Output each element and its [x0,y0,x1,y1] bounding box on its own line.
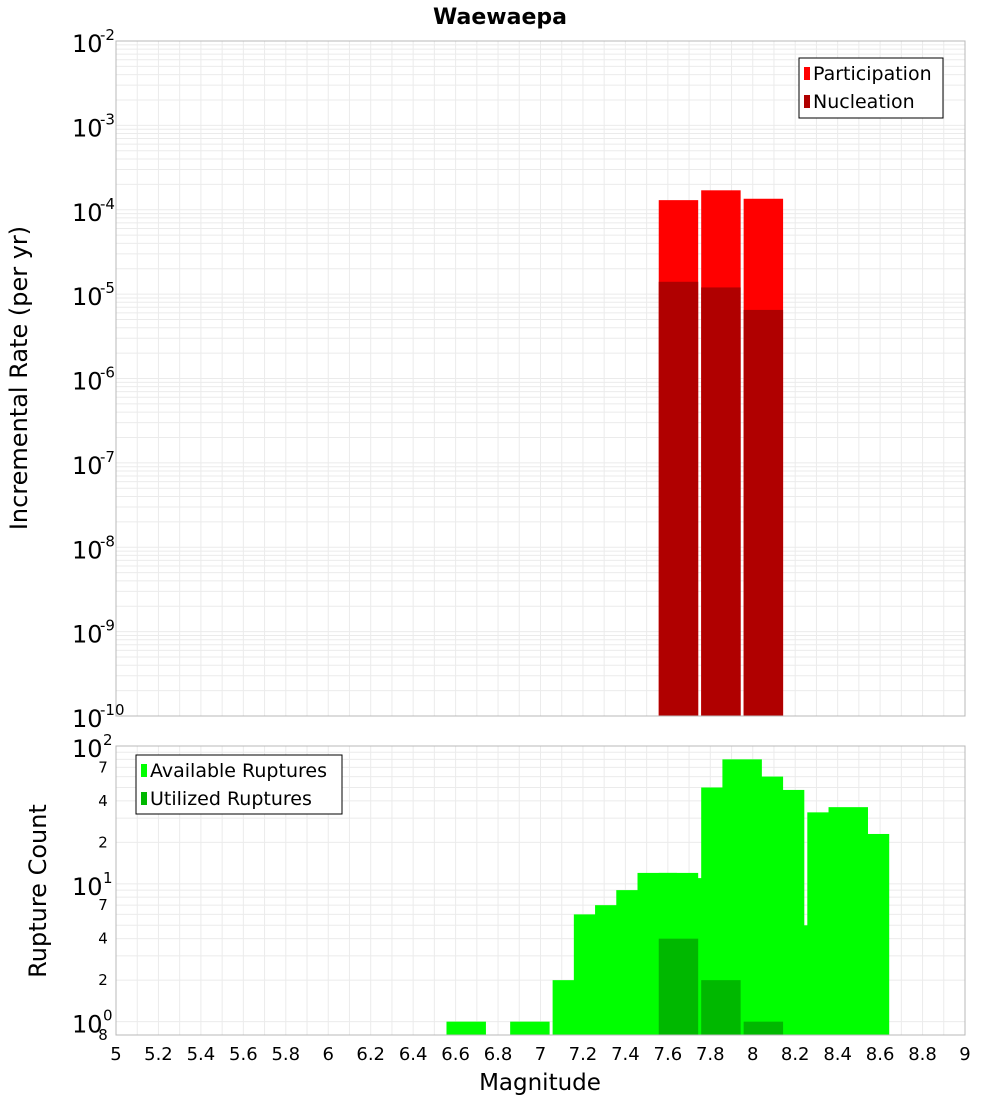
x-tick-label: 6.8 [484,1044,513,1065]
top-plot-grid [115,41,966,717]
legend-entry: Nucleation [813,91,915,113]
x-tick-label: 7.8 [696,1044,725,1065]
bar-available-ruptures-1 [510,1021,550,1035]
top-plot-frame [115,40,966,717]
y-tick-label: 10 [72,30,103,58]
y-tick-minor-label: 4 [98,792,108,810]
x-tick-label: 7 [535,1044,546,1065]
y-tick-label: 10 [72,452,103,480]
x-tick-label: 8.4 [823,1044,852,1065]
x-tick-label: 8.6 [866,1044,895,1065]
x-tick-label: 5.2 [144,1044,173,1065]
x-tick-label: 7.4 [611,1044,640,1065]
x-tick-label: 5 [110,1044,121,1065]
legend-swatch [804,67,810,80]
y-tick-label: 10 [72,114,103,142]
legend-box [798,57,944,119]
y-tick-label: 10 [72,368,103,396]
top-legend: Participation Nucleation [798,57,944,119]
y-tick-label: 10 [72,621,103,649]
y-tick-exponent: -5 [100,279,115,297]
y-tick-minor-label: 4 [98,930,108,948]
y-tick-label: 10 [72,705,103,733]
x-tick-label: 6.2 [356,1044,385,1065]
y-tick-label: 10 [72,536,103,564]
bottom-plot-frame [115,745,966,1036]
bottom-y-axis-label: Rupture Count [24,804,52,978]
y-tick-exponent: 1 [103,869,113,887]
y-tick-label: 10 [72,199,103,227]
y-tick-label: 10 [72,283,103,311]
x-axis-label: Magnitude [479,1070,601,1096]
bar-available-ruptures-16 [849,833,890,1035]
y-tick-exponent: -6 [100,364,115,382]
x-tick-label: 8 [747,1044,758,1065]
legend-swatch [141,764,147,777]
y-tick-label: 10 [72,735,103,763]
y-tick-minor-label: 2 [98,971,108,989]
x-tick-label: 6 [323,1044,334,1065]
legend-entry: Available Ruptures [150,760,327,782]
x-tick-labels: 5 5.2 5.4 5.6 5.8 6 6.2 6.4 6.6 6.8 7 7.2 7.4 7.6 7.8 8… [110,1044,970,1065]
legend-box [135,754,343,815]
bar-utilized-ruptures-7 [658,938,699,1035]
bar-available-ruptures-0 [446,1021,486,1035]
legend-swatch [804,95,810,108]
legend-entry: Participation [813,63,932,85]
y-tick-exponent: 2 [103,731,113,749]
chart-title: Waewaepa [433,5,567,30]
x-tick-label: 8.8 [908,1044,937,1065]
y-tick-label: 10 [72,1011,103,1039]
y-tick-exponent: -4 [100,195,115,213]
x-tick-label: 6.6 [441,1044,470,1065]
x-tick-label: 8.2 [781,1044,810,1065]
y-tick-exponent: -10 [100,701,125,719]
bar-utilized-ruptures-11 [743,1021,784,1035]
y-tick-minor-label: 7 [98,896,108,914]
y-tick-minor-label: 7 [98,758,108,776]
x-tick-label: 6.4 [399,1044,428,1065]
y-tick-exponent: -7 [100,448,115,466]
bottom-plot-bars [446,759,890,1035]
x-tick-label: 7.6 [654,1044,683,1065]
top-y-axis-label: Incremental Rate (per yr) [5,226,33,530]
x-tick-label: 5.6 [229,1044,258,1065]
bar-nucleation-1 [701,287,741,716]
y-tick-exponent: -3 [100,110,115,128]
bar-nucleation-0 [658,281,699,716]
bar-nucleation-2 [743,309,784,716]
y-tick-minor-label: 2 [98,833,108,851]
legend-entry: Utilized Ruptures [150,788,312,810]
legend-swatch [141,792,147,805]
top-plot-bars [658,190,784,717]
bar-utilized-ruptures-9 [701,980,741,1035]
y-tick-label: 10 [72,873,103,901]
y-tick-minor-label: 8 [98,1026,108,1044]
x-tick-label: 5.4 [187,1044,216,1065]
y-tick-exponent: -9 [100,617,115,635]
x-tick-label: 5.8 [271,1044,300,1065]
y-tick-exponent: -8 [100,532,115,550]
y-tick-exponent: -2 [100,26,115,44]
y-tick-exponent: 0 [103,1007,113,1025]
bottom-legend: Available Ruptures Utilized Ruptures [135,754,343,815]
x-tick-label: 9 [959,1044,970,1065]
x-tick-label: 7.2 [569,1044,598,1065]
